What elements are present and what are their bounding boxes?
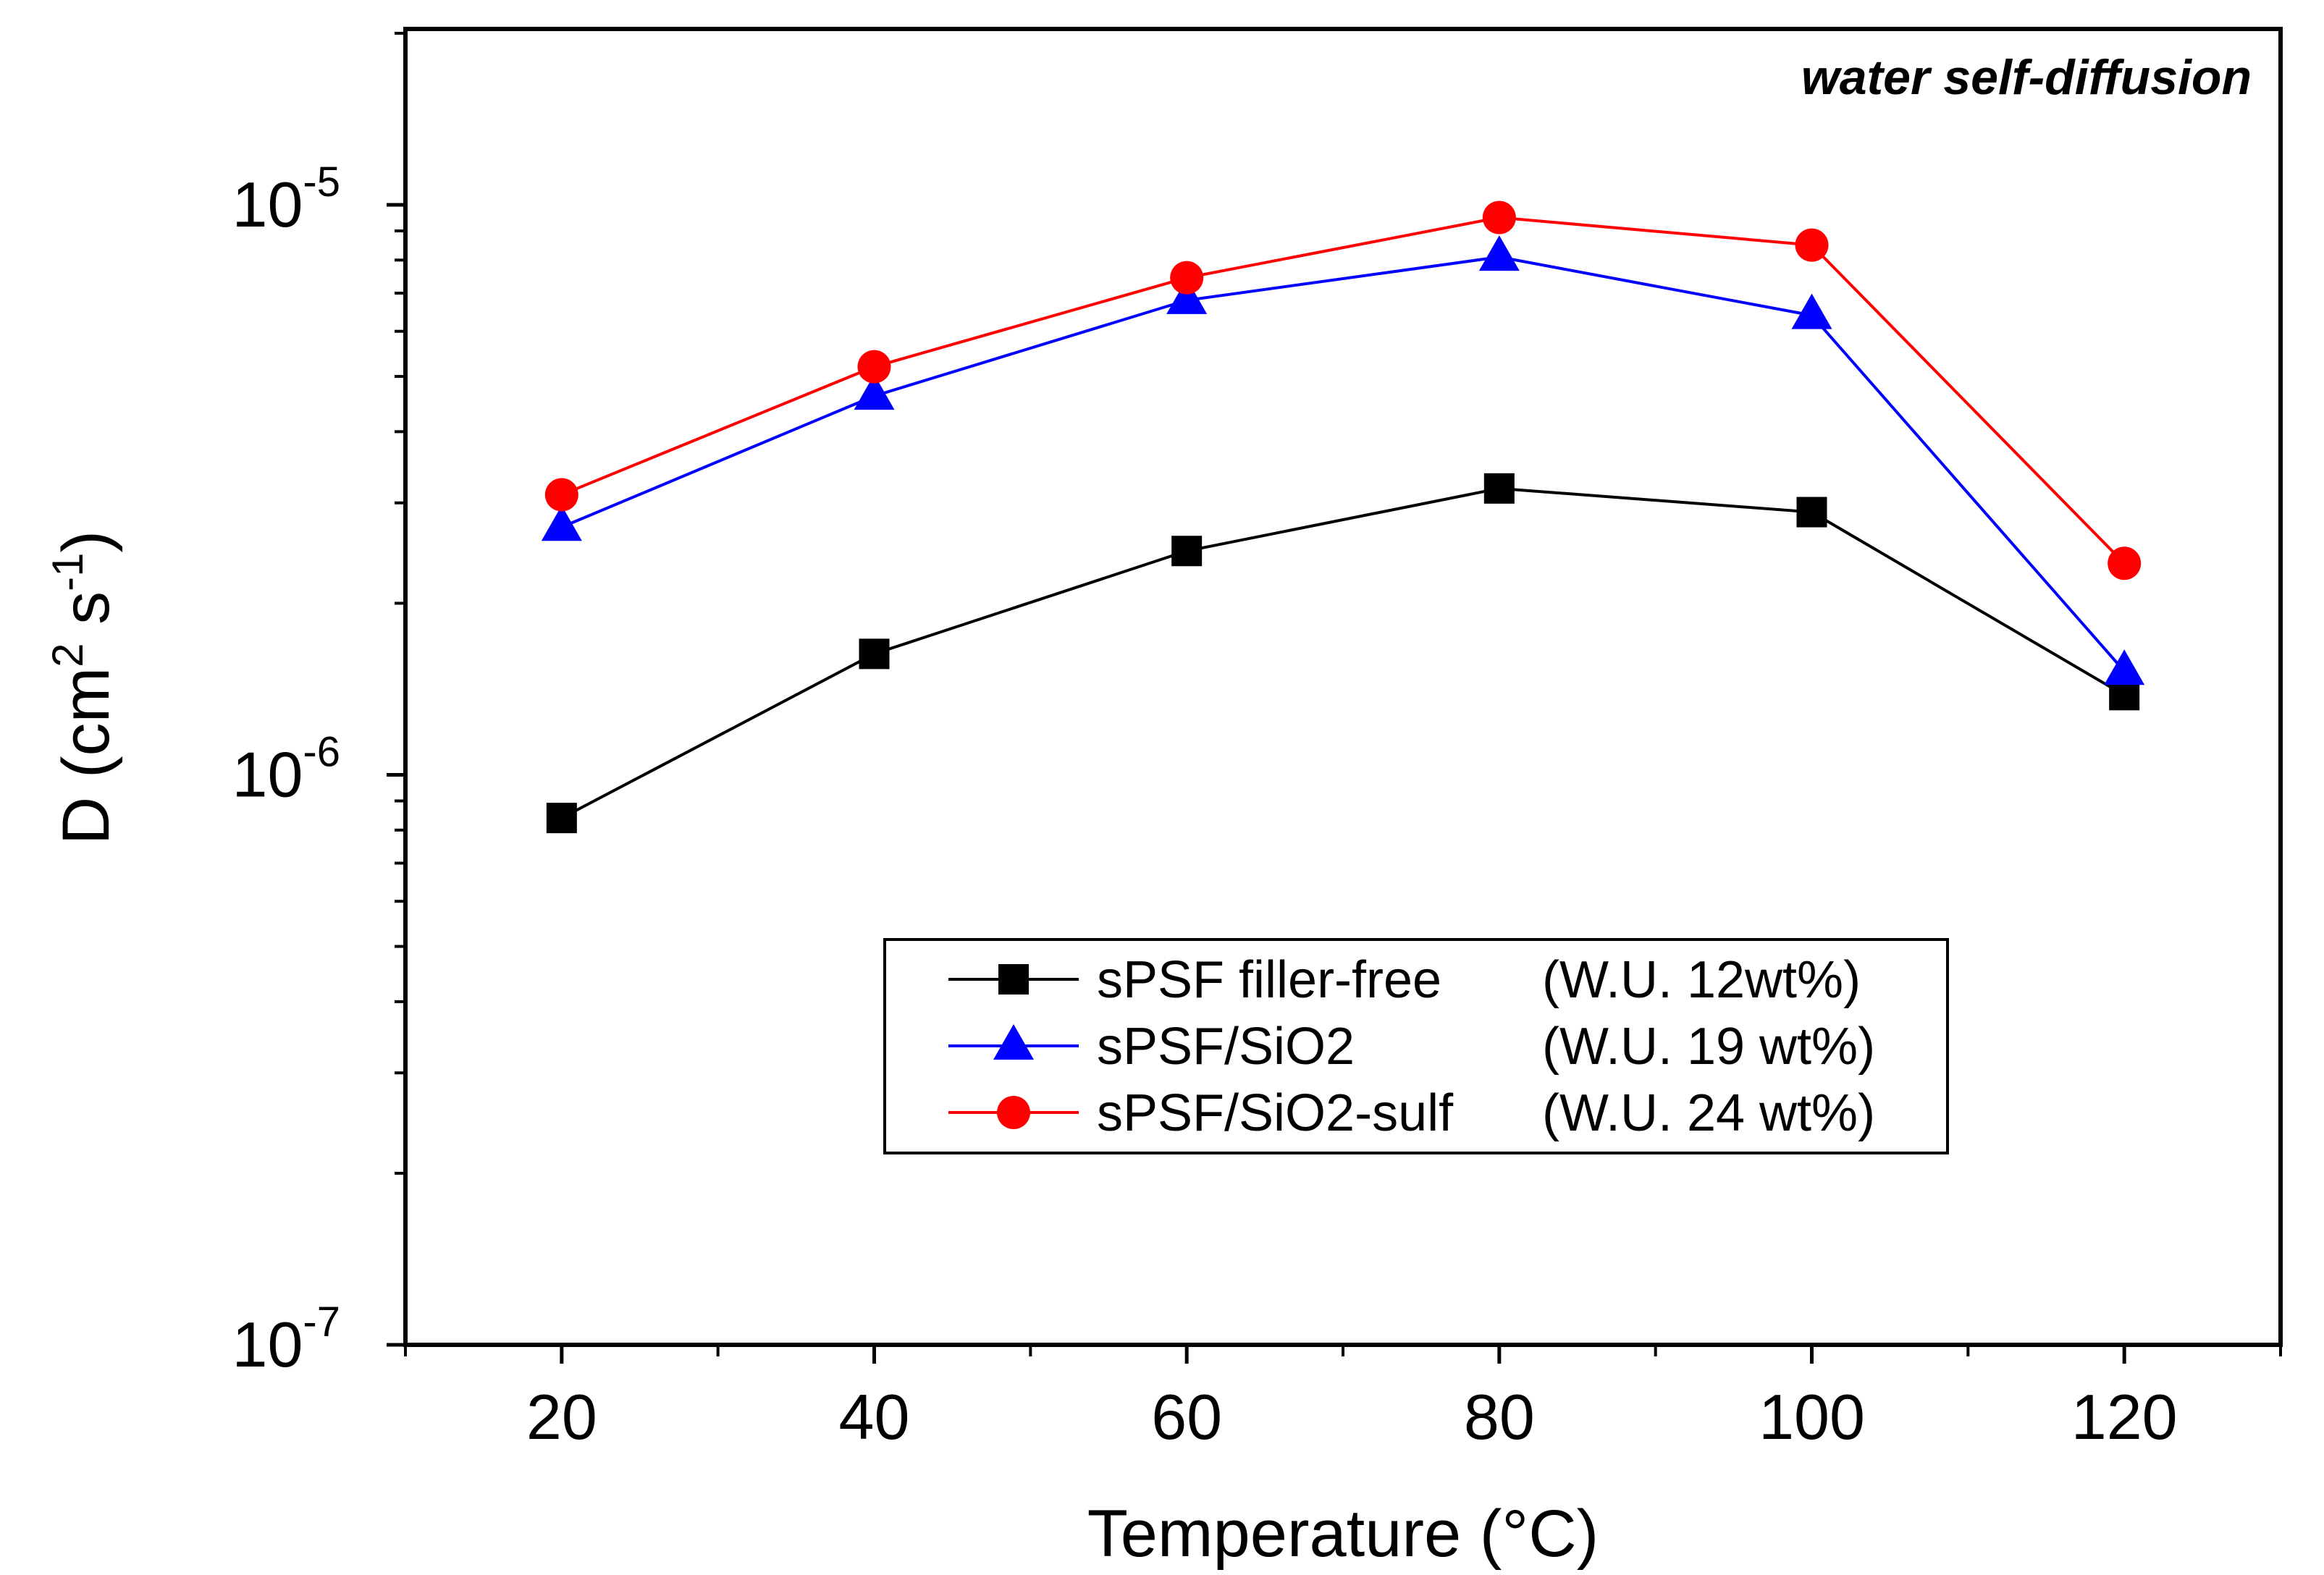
legend-marker-square <box>998 964 1029 995</box>
x-tick-label: 100 <box>1759 1381 1865 1453</box>
data-point-square <box>859 638 890 670</box>
data-point-triangle <box>1478 235 1520 271</box>
data-point-circle <box>544 478 578 512</box>
y-axis-title-base: D (cm <box>49 667 123 845</box>
legend-series-note: (W.U. 24 wt%) <box>1542 1084 1875 1142</box>
data-point-square <box>1483 473 1515 504</box>
series-line-triangle <box>561 256 2126 672</box>
x-tick-label: 60 <box>1151 1381 1222 1453</box>
legend-series-name: sPSF filler-free <box>1097 951 1441 1009</box>
data-point-triangle <box>541 505 582 541</box>
data-point-triangle <box>2104 649 2145 685</box>
data-point-square <box>546 803 577 834</box>
series-markers <box>541 200 2145 834</box>
annotation-label: water self-diffusion <box>1801 50 2252 105</box>
series-line-square <box>560 486 2126 819</box>
y-tick-label-exponent: -7 <box>303 1299 340 1346</box>
series-line-circle <box>561 216 2126 565</box>
legend-marker-triangle <box>993 1024 1034 1060</box>
legend-series-name: sPSF/SiO2 <box>1097 1018 1355 1076</box>
x-tick-label: 80 <box>1464 1381 1535 1453</box>
y-tick-label: 10-7 <box>232 1299 340 1380</box>
y-tick-label: 10-6 <box>232 729 340 811</box>
y-axis-title-mid: s <box>49 591 123 643</box>
legend-series-note: (W.U. 19 wt%) <box>1542 1018 1875 1076</box>
data-point-square <box>2109 680 2140 711</box>
data-point-triangle <box>1791 293 1832 329</box>
y-axis-title-sup-2: 2 <box>43 643 92 667</box>
y-axis-title: D (cm2 s-1) <box>43 531 123 845</box>
data-point-triangle <box>1166 278 1208 314</box>
data-point-square <box>1796 497 1827 528</box>
data-point-circle <box>1170 261 1204 295</box>
series-lines <box>560 216 2126 819</box>
x-tick-label: 20 <box>526 1381 597 1453</box>
data-point-circle <box>857 350 891 384</box>
data-point-circle <box>2108 546 2142 580</box>
legend-marker-circle <box>997 1096 1030 1129</box>
y-tick-label-base: 10 <box>232 169 303 240</box>
y-tick-label-base: 10 <box>232 1309 303 1380</box>
data-point-circle <box>1795 228 1829 262</box>
x-tick-label: 40 <box>839 1381 910 1453</box>
x-tick-label: 120 <box>2071 1381 2178 1453</box>
y-tick-label: 10-5 <box>232 159 340 240</box>
y-tick-label-exponent: -6 <box>303 729 340 776</box>
data-point-circle <box>1482 200 1516 235</box>
legend-series-name: sPSF/SiO2-sulf <box>1097 1084 1454 1142</box>
y-tick-label-exponent: -5 <box>303 159 340 206</box>
data-point-triangle <box>854 374 895 410</box>
y-tick-label-base: 10 <box>232 739 303 811</box>
y-axis-title-end: ) <box>49 531 123 553</box>
data-point-square <box>1171 536 1203 567</box>
legend-series-note: (W.U. 12wt%) <box>1542 951 1861 1009</box>
legend: sPSF filler-free (W.U. 12wt%) sPSF/SiO2 (W.… <box>883 938 1949 1154</box>
y-axis-title-sup-minus1: -1 <box>43 553 92 591</box>
x-axis-title: Temperature (°C) <box>1087 1497 1599 1571</box>
